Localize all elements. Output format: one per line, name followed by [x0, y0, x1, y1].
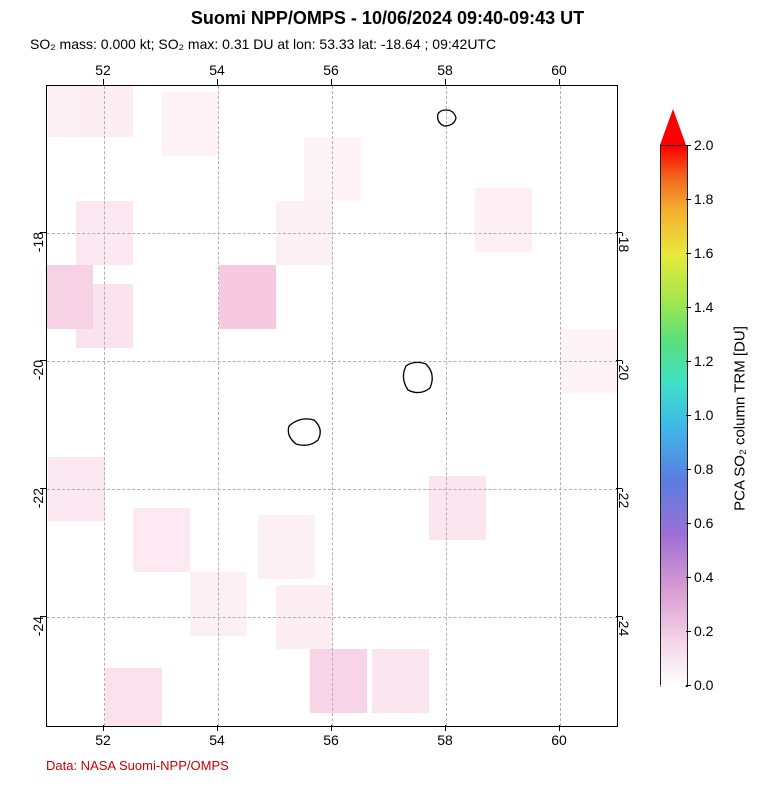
colorbar-tick-label: 1.8	[694, 191, 713, 207]
tick-mark	[559, 79, 560, 85]
heatmap-cell	[219, 265, 276, 329]
tick-mark	[445, 79, 446, 85]
tick-mark	[686, 145, 691, 146]
heatmap-cell	[105, 668, 162, 727]
colorbar-gradient	[660, 145, 688, 687]
tick-mark	[217, 79, 218, 85]
tick-mark	[559, 725, 560, 731]
colorbar-tick-label: 0.0	[694, 677, 713, 693]
colorbar-tick-label: 0.8	[694, 461, 713, 477]
x-tick-label: 56	[323, 732, 339, 748]
gridline-vertical	[218, 86, 219, 726]
colorbar-tick-label: 1.4	[694, 299, 713, 315]
tick-mark	[616, 360, 622, 361]
gridline-vertical	[104, 86, 105, 726]
tick-mark	[686, 685, 691, 686]
island-reunion	[274, 402, 334, 462]
data-attribution: Data: NASA Suomi-NPP/OMPS	[46, 758, 229, 773]
tick-mark	[686, 361, 691, 362]
tick-mark	[686, 199, 691, 200]
tick-mark	[331, 725, 332, 731]
y-tick-label: -24	[616, 616, 632, 636]
heatmap-cell	[372, 649, 429, 713]
heatmap-cell	[133, 508, 190, 572]
y-tick-label: -22	[616, 488, 632, 508]
tick-mark	[103, 725, 104, 731]
gridline-horizontal	[47, 617, 617, 618]
x-tick-label: 54	[209, 732, 225, 748]
tick-mark	[686, 415, 691, 416]
tick-mark	[40, 360, 46, 361]
tick-mark	[686, 307, 691, 308]
x-tick-label: 58	[437, 732, 453, 748]
heatmap-cell	[429, 476, 486, 540]
island-rodrigues	[416, 88, 476, 148]
x-tick-label: 52	[95, 732, 111, 748]
tick-mark	[445, 725, 446, 731]
map-plot-area	[46, 85, 618, 727]
gridline-horizontal	[47, 489, 617, 490]
y-tick-label: -18	[616, 232, 632, 252]
colorbar-tick-label: 1.6	[694, 245, 713, 261]
colorbar-tick-label: 0.2	[694, 623, 713, 639]
tick-mark	[686, 523, 691, 524]
x-tick-label: 58	[437, 62, 453, 78]
y-tick-label: -20	[30, 360, 46, 380]
heatmap-cell	[310, 649, 367, 713]
tick-mark	[616, 616, 622, 617]
gridline-vertical	[560, 86, 561, 726]
tick-mark	[616, 488, 622, 489]
x-tick-label: 60	[551, 62, 567, 78]
tick-mark	[40, 616, 46, 617]
y-tick-label: -24	[30, 616, 46, 636]
tick-mark	[686, 577, 691, 578]
tick-mark	[686, 253, 691, 254]
tick-mark	[616, 232, 622, 233]
y-tick-label: -22	[30, 488, 46, 508]
gridline-horizontal	[47, 233, 617, 234]
x-tick-label: 52	[95, 62, 111, 78]
colorbar-tick-label: 0.4	[694, 569, 713, 585]
x-tick-label: 54	[209, 62, 225, 78]
colorbar-tick-label: 2.0	[694, 137, 713, 153]
heatmap-cell	[46, 265, 93, 329]
tick-mark	[217, 725, 218, 731]
tick-mark	[686, 631, 691, 632]
colorbar-underflow-bot-icon	[660, 685, 686, 715]
tick-mark	[40, 488, 46, 489]
colorbar-tick-label: 1.0	[694, 407, 713, 423]
chart-subtitle: SO₂ mass: 0.000 kt; SO₂ max: 0.31 DU at …	[30, 36, 496, 52]
tick-mark	[40, 232, 46, 233]
tick-mark	[686, 469, 691, 470]
tick-mark	[331, 79, 332, 85]
colorbar-tick-label: 0.6	[694, 515, 713, 531]
x-tick-label: 60	[551, 732, 567, 748]
colorbar: 0.0 0.2 0.4 0.6 0.8 1.0 1.2 1.4 1.6 1.8 2.0 PCA SO…	[660, 110, 750, 710]
heatmap-cell	[162, 92, 219, 156]
colorbar-label: PCA SO₂ column TRM [DU]	[732, 326, 749, 511]
island-mauritius	[388, 350, 448, 410]
y-tick-label: -18	[30, 232, 46, 252]
colorbar-tick-label: 1.2	[694, 353, 713, 369]
colorbar-overflow-top-icon	[660, 109, 686, 145]
gridline-horizontal	[47, 361, 617, 362]
heatmap-cell	[258, 515, 315, 579]
tick-mark	[103, 79, 104, 85]
y-tick-label: -20	[616, 360, 632, 380]
x-tick-label: 56	[323, 62, 339, 78]
heatmap-cell	[475, 188, 532, 252]
chart-title: Suomi NPP/OMPS - 10/06/2024 09:40-09:43 …	[191, 8, 584, 29]
